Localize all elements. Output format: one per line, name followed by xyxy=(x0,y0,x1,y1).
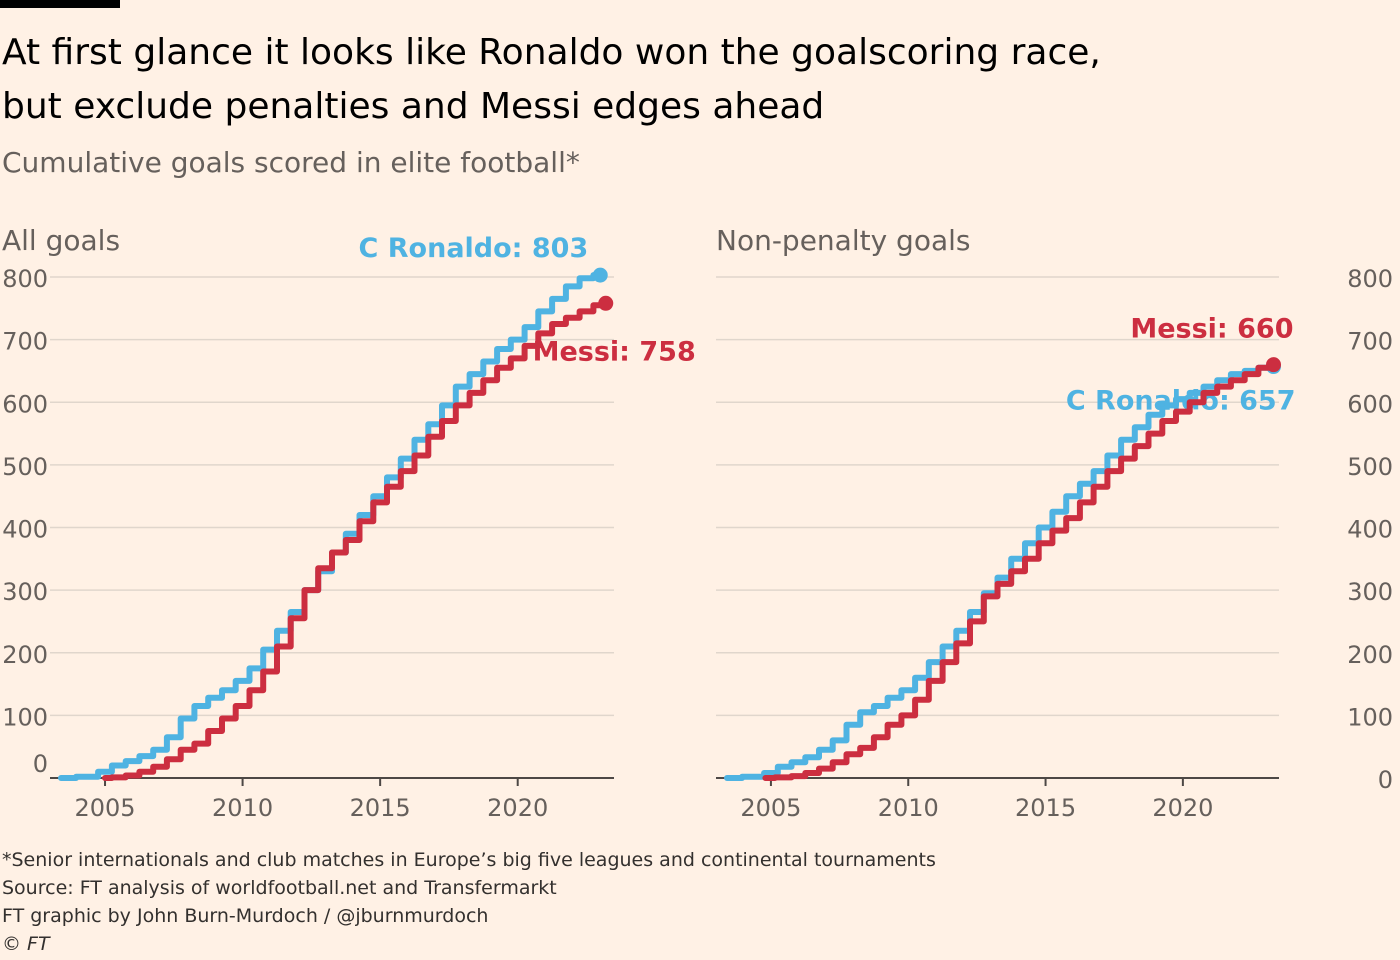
y-tick-label: 100 xyxy=(1347,703,1393,731)
series-end-marker xyxy=(1266,357,1282,373)
chart-title-line-1: At first glance it looks like Ronaldo wo… xyxy=(2,32,1101,73)
chart-panel-2: Non-penalty goals 0 100 200 300 400 500 600 700 8… xyxy=(716,224,1393,822)
panel-title: Non-penalty goals xyxy=(716,224,971,257)
x-tick-label: 2005 xyxy=(740,794,801,822)
series-end-marker xyxy=(592,267,608,283)
footnote-copyright: © FT xyxy=(2,933,50,955)
x-tick-label: 2020 xyxy=(1152,794,1213,822)
y-tick-label: 800 xyxy=(2,265,48,293)
x-tick-label: 2010 xyxy=(878,794,939,822)
y-tick-label: 200 xyxy=(1347,641,1393,669)
x-tick-label: 2015 xyxy=(350,794,411,822)
y-tick-label: 400 xyxy=(1347,516,1393,544)
y-tick-label: 200 xyxy=(2,641,48,669)
series-line-c-ronaldo xyxy=(724,363,1277,781)
footnote-credit: FT graphic by John Burn-Murdoch / @jburn… xyxy=(2,905,489,927)
y-tick-label: 700 xyxy=(2,328,48,356)
footnote-definition: *Senior internationals and club matches … xyxy=(2,849,936,871)
y-tick-label: 500 xyxy=(1347,453,1393,481)
chart-title: At first glance it looks like Ronaldo wo… xyxy=(2,26,1302,134)
panel-title: All goals xyxy=(2,224,120,257)
y-tick-label: 400 xyxy=(2,516,48,544)
y-tick-label: 600 xyxy=(1347,390,1393,418)
series-end-label: Messi: 660 xyxy=(1130,314,1293,345)
footnote-source: Source: FT analysis of worldfootball.net… xyxy=(2,877,557,899)
y-tick-label: 0 xyxy=(1378,766,1393,794)
x-tick-label: 2005 xyxy=(74,794,135,822)
y-tick-label: 700 xyxy=(1347,328,1393,356)
ft-brand-bar xyxy=(0,0,120,8)
y-tick-label: 0 xyxy=(33,750,48,778)
series-line-messi xyxy=(762,361,1277,781)
y-tick-label: 500 xyxy=(2,453,48,481)
x-tick-label: 2020 xyxy=(487,794,548,822)
series-end-label: Messi: 758 xyxy=(533,336,696,367)
y-tick-label: 100 xyxy=(2,703,48,731)
y-tick-label: 800 xyxy=(1347,265,1393,293)
series-end-marker xyxy=(598,295,614,311)
y-tick-label: 600 xyxy=(2,390,48,418)
series-line-c-ronaldo xyxy=(58,272,604,781)
x-tick-label: 2010 xyxy=(212,794,273,822)
y-tick-label: 300 xyxy=(1347,578,1393,606)
y-tick-label: 300 xyxy=(2,578,48,606)
charts-canvas: All goals 0 100 200 300 400 500 600 700 800 2005 20… xyxy=(2,224,1393,822)
x-tick-label: 2015 xyxy=(1015,794,1076,822)
chart-subtitle: Cumulative goals scored in elite footbal… xyxy=(2,146,580,179)
chart-title-line-2: but exclude penalties and Messi edges ah… xyxy=(2,86,825,127)
footer: *Senior internationals and club matches … xyxy=(2,846,936,958)
series-line-messi xyxy=(102,300,609,781)
chart-panel-1: All goals 0 100 200 300 400 500 600 700 800 2005 20… xyxy=(2,224,696,822)
series-end-label: C Ronaldo: 803 xyxy=(359,233,589,264)
